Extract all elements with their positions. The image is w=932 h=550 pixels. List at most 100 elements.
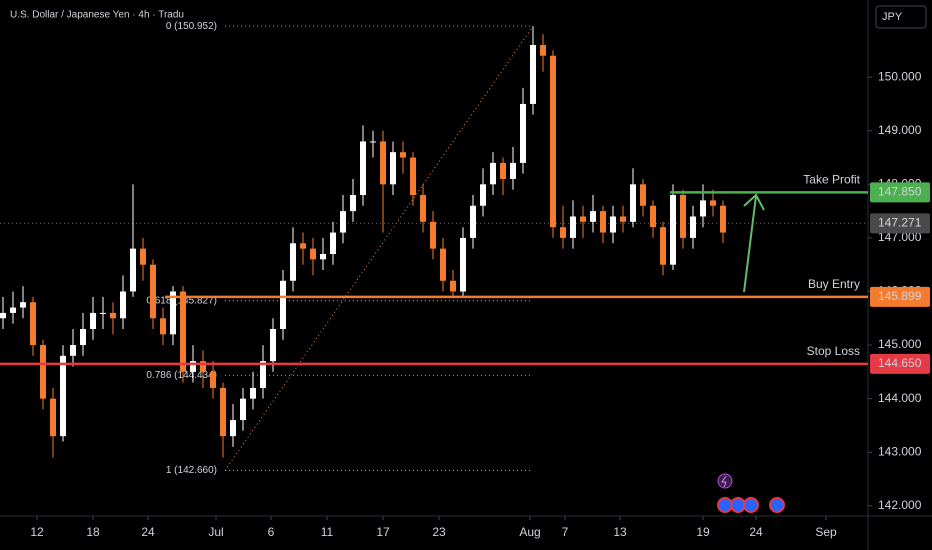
- candle-body: [640, 184, 646, 206]
- chart-title: U.S. Dollar / Japanese Yen · 4h · Tradu: [10, 10, 184, 21]
- candle-body: [560, 227, 566, 238]
- price-label: 147.271: [878, 216, 922, 230]
- y-tick-label: 142.000: [878, 498, 922, 512]
- candle-body: [200, 361, 206, 372]
- candle-body: [210, 371, 216, 388]
- candle-body: [380, 141, 386, 185]
- level-name: Take Profit: [803, 173, 860, 187]
- candle-body: [440, 248, 446, 281]
- x-tick-label: 13: [613, 525, 627, 539]
- candle-body: [80, 328, 86, 346]
- x-tick-label: 19: [696, 525, 710, 539]
- price-badge: [870, 213, 930, 234]
- level-label: 145.899: [878, 289, 922, 303]
- x-tick-label: Jul: [208, 525, 223, 539]
- candle-body: [660, 227, 666, 265]
- candle-body: [310, 248, 316, 260]
- x-tick-label: 24: [141, 525, 155, 539]
- candle-body: [420, 195, 426, 222]
- candle-body: [480, 184, 486, 206]
- candle-body: [470, 205, 476, 238]
- candle-body: [630, 184, 636, 222]
- candle-body: [70, 345, 76, 356]
- candle-body: [650, 205, 656, 228]
- candle-body: [340, 211, 346, 233]
- candle-body: [330, 232, 336, 254]
- candle-body: [220, 387, 226, 437]
- y-tick-label: 145.000: [878, 337, 922, 351]
- candle-body: [140, 248, 146, 265]
- fib-label: 0.786 (144.434): [146, 370, 217, 381]
- candle-body: [710, 200, 716, 206]
- level-badge: [870, 286, 930, 307]
- candle-body: [150, 264, 156, 319]
- level-name: Buy Entry: [808, 277, 860, 291]
- candle-body: [720, 205, 726, 233]
- candle-body: [40, 345, 46, 399]
- y-tick-label: 150.000: [878, 69, 922, 83]
- arrow: [743, 193, 765, 293]
- candle-body: [530, 45, 536, 104]
- candle-body: [410, 157, 416, 196]
- level-label: 147.850: [878, 185, 922, 199]
- y-tick-label: 143.000: [878, 444, 922, 458]
- candle-body: [290, 243, 296, 281]
- x-tick-label: 24: [749, 525, 763, 539]
- candle-body: [190, 361, 196, 372]
- candle-body: [50, 398, 56, 437]
- candle-body: [700, 200, 706, 217]
- event-icons: [717, 473, 785, 513]
- candle-body: [400, 152, 406, 158]
- candle-body: [0, 312, 6, 319]
- candle-body: [230, 420, 236, 437]
- level-label: 144.650: [878, 356, 922, 370]
- candle-body: [300, 243, 306, 249]
- candle-body: [520, 103, 526, 163]
- candle-body: [10, 307, 16, 313]
- candle-body: [120, 291, 126, 319]
- candle-body: [620, 216, 626, 222]
- candle-body: [360, 141, 366, 196]
- fib-label: 0 (150.952): [166, 21, 217, 32]
- candle-body: [320, 253, 326, 260]
- candle-body: [490, 162, 496, 185]
- candle-body: [170, 291, 176, 335]
- candle-body: [90, 312, 96, 329]
- y-tick-label: 144.000: [878, 391, 922, 405]
- candle-body: [160, 318, 166, 335]
- x-tick-label: 6: [268, 525, 275, 539]
- candle-body: [60, 355, 66, 437]
- candle-body: [670, 195, 676, 265]
- x-tick-label: Aug: [519, 525, 540, 539]
- candle-body: [370, 141, 376, 143]
- candle-body: [110, 312, 116, 319]
- candle-body: [590, 211, 596, 222]
- candle-body: [270, 328, 276, 362]
- candle-body: [250, 387, 256, 399]
- candle-body: [430, 221, 436, 249]
- fib-label: 1 (142.660): [166, 465, 217, 476]
- candle-body: [550, 55, 556, 228]
- level-badge: [870, 353, 930, 374]
- candle-body: [280, 280, 286, 329]
- candle-body: [30, 302, 36, 346]
- currency[interactable]: JPY: [882, 11, 903, 23]
- candle-body: [350, 195, 356, 212]
- currency-box[interactable]: [875, 5, 927, 29]
- candle-body: [390, 152, 396, 185]
- x-tick-label: Sep: [815, 525, 837, 539]
- candle-body: [580, 216, 586, 222]
- candle-body: [680, 195, 686, 238]
- candle-body: [510, 162, 516, 179]
- x-tick-label: 17: [376, 525, 390, 539]
- candle-body: [610, 216, 616, 233]
- candle-body: [450, 280, 456, 292]
- level-badge: [870, 182, 930, 203]
- candle-body: [600, 211, 606, 233]
- level-name: Stop Loss: [807, 344, 860, 358]
- x-tick-label: 12: [30, 525, 44, 539]
- candle-body: [540, 45, 546, 56]
- x-tick-label: 18: [86, 525, 100, 539]
- candle-body: [690, 216, 696, 238]
